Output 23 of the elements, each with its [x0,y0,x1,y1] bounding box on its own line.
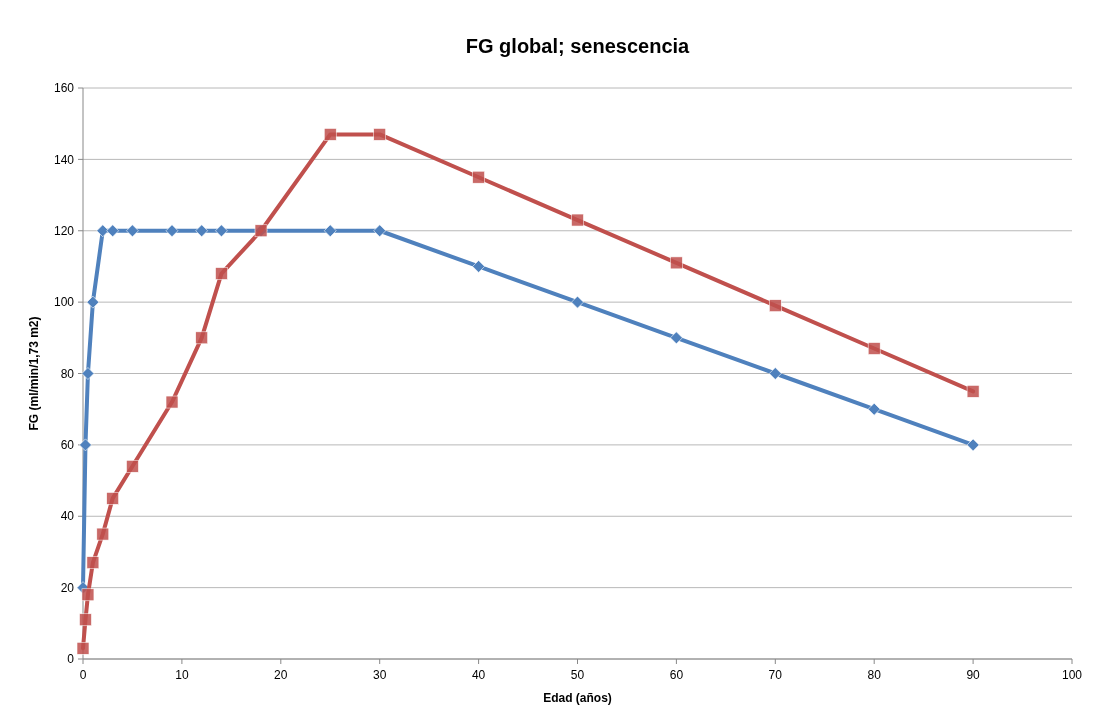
x-tick-label: 30 [373,668,387,682]
x-tick-label: 90 [966,668,981,682]
x-tick-label: 80 [867,668,882,682]
x-tick-label: 60 [669,668,684,682]
x-tick-label: 20 [274,668,288,682]
x-tick-label: 70 [768,668,783,682]
x-tick-label: 0 [79,668,87,682]
y-tick-label: 60 [60,438,75,453]
y-tick-label: 160 [53,81,75,96]
y-tick-label: 80 [60,366,75,381]
x-tick-label: 50 [570,668,585,682]
x-tick-label: 40 [471,668,486,682]
y-tick-label: 40 [60,509,75,524]
y-axis-title: FG (ml/min/1,73 m2) [27,316,41,431]
x-axis-title: Edad (años) [543,691,612,705]
y-tick-label: 140 [53,152,75,167]
y-tick-label: 0 [67,652,75,667]
x-tick-label: 100 [1061,668,1083,682]
chart-title: FG global; senescencia [465,35,691,57]
y-tick-label: 20 [60,580,75,595]
x-tick-label: 10 [175,668,189,682]
y-tick-label: 100 [53,295,75,310]
y-tick-label: 120 [53,223,75,238]
